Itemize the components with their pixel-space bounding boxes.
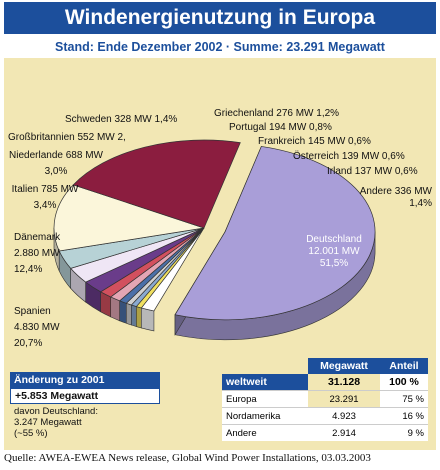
change-box: Änderung zu 2001 +5.853 Megawatt davon D… bbox=[10, 372, 160, 441]
label-irland-percent: 0,6% bbox=[394, 166, 418, 177]
table-header-empty bbox=[222, 358, 308, 374]
label-andere-percent: 1,4% bbox=[409, 198, 432, 209]
label-frankreich-name: Frankreich bbox=[258, 136, 306, 147]
label-frankreich-percent: 0,6% bbox=[348, 136, 371, 147]
label-portugal: Portugal 194 MW 0,8% bbox=[229, 122, 332, 134]
table-cell-mw: 31.128 bbox=[308, 374, 380, 391]
label-daenemark-name: Dänemark bbox=[14, 232, 61, 243]
change-box-value: +5.853 Megawatt bbox=[10, 388, 160, 404]
table-row: Europa 23.291 75 % bbox=[222, 390, 428, 408]
table-cell-region: weltweit bbox=[222, 374, 308, 391]
table-cell-share: 9 % bbox=[380, 424, 428, 441]
label-irland-name: Irland bbox=[327, 166, 353, 177]
change-box-title: Änderung zu 2001 bbox=[10, 372, 160, 388]
label-niederlande-name: Niederlande bbox=[9, 150, 63, 161]
pie-side-portugal bbox=[119, 300, 127, 324]
label-frankreich: Frankreich 145 MW 0,6% bbox=[258, 136, 371, 148]
label-griechenland-value: 276 MW bbox=[276, 108, 314, 119]
label-grossbritannien: Großbritannien 552 MW 2, bbox=[8, 132, 126, 144]
table-row: Nordamerika 4.923 16 % bbox=[222, 407, 428, 425]
label-schweden: Schweden 328 MW 1,4% bbox=[65, 114, 177, 126]
table-cell-region: Europa bbox=[222, 390, 308, 408]
table-header-megawatt: Megawatt bbox=[308, 358, 380, 374]
label-andere: Andere 336 MW 1,4% bbox=[316, 186, 432, 210]
pie-side-irland bbox=[136, 306, 142, 329]
label-andere-name: Andere bbox=[359, 186, 392, 197]
table-cell-region: Nordamerika bbox=[222, 407, 308, 425]
table-cell-region: Andere bbox=[222, 424, 308, 441]
label-deutschland-percent: 51,5% bbox=[319, 258, 349, 269]
label-deutschland: Deutschland 12.001 MW 51,5% bbox=[274, 234, 394, 270]
label-daenemark-percent: 12,4% bbox=[14, 264, 43, 275]
label-grossbritannien-value: 552 MW bbox=[77, 132, 115, 143]
label-deutschland-value: 12.001 MW bbox=[308, 246, 360, 257]
change-box-note: davon Deutschland: 3.247 Megawatt (~55 %… bbox=[10, 404, 160, 441]
pie-side-frankreich bbox=[126, 302, 132, 326]
table-row: Andere 2.914 9 % bbox=[222, 424, 428, 441]
table-cell-share: 16 % bbox=[380, 407, 428, 425]
label-schweden-percent: 1,4% bbox=[154, 114, 178, 125]
table-cell-mw: 2.914 bbox=[308, 424, 380, 441]
pie-slice-spanien bbox=[72, 139, 241, 229]
chart-title: Windenergienutzung in Europa bbox=[4, 2, 436, 34]
world-table: Megawatt Anteil weltweit 31.128 100 % Eu… bbox=[222, 358, 428, 441]
table-cell-share: 75 % bbox=[380, 390, 428, 408]
label-italien: Italien 785 MW 3,4% bbox=[6, 184, 84, 212]
label-deutschland-name: Deutschland bbox=[306, 234, 362, 245]
label-irland-value: 137 MW bbox=[354, 166, 393, 177]
change-note-line1: davon Deutschland: bbox=[14, 406, 98, 417]
label-oesterreich-percent: 0,6% bbox=[381, 151, 405, 162]
change-note-line2: 3.247 Megawatt bbox=[14, 417, 82, 428]
label-italien-value: 785 MW bbox=[41, 184, 79, 195]
label-schweden-value: 328 MW bbox=[114, 114, 152, 125]
table-header-row: Megawatt Anteil bbox=[222, 358, 428, 374]
label-niederlande: Niederlande 688 MW 3,0% bbox=[6, 150, 106, 178]
label-spanien-percent: 20,7% bbox=[14, 338, 43, 349]
pie-side-andere bbox=[141, 307, 155, 332]
table-cell-mw: 23.291 bbox=[308, 390, 380, 408]
table-row-total: weltweit 31.128 100 % bbox=[222, 374, 428, 391]
label-italien-percent: 3,4% bbox=[33, 200, 57, 211]
label-oesterreich-name: Österreich bbox=[293, 151, 340, 162]
pie-slice-dänemark bbox=[53, 184, 205, 252]
pie-side-österreich bbox=[131, 304, 137, 327]
label-portugal-name: Portugal bbox=[229, 122, 267, 133]
label-griechenland: Griechenland 276 MW 1,2% bbox=[214, 108, 339, 120]
label-italien-name: Italien bbox=[11, 184, 39, 195]
pie-chart bbox=[53, 139, 376, 341]
label-schweden-name: Schweden bbox=[65, 114, 112, 125]
label-grossbritannien-name: Großbritannien bbox=[8, 132, 75, 143]
label-griechenland-percent: 1,2% bbox=[316, 108, 340, 119]
label-spanien-name: Spanien bbox=[14, 306, 51, 317]
label-niederlande-percent: 3,0% bbox=[44, 166, 68, 177]
label-spanien-value: 4.830 MW bbox=[14, 322, 60, 333]
label-daenemark: Dänemark 2.880 MW 12,4% bbox=[14, 232, 60, 276]
pie-slice-deutschland bbox=[174, 146, 376, 321]
change-note-line3: (~55 %) bbox=[14, 428, 48, 439]
label-grossbritannien-percent: 2, bbox=[117, 132, 126, 143]
label-frankreich-value: 145 MW bbox=[308, 136, 346, 147]
label-oesterreich: Österreich 139 MW 0,6% bbox=[293, 151, 405, 163]
table-cell-share: 100 % bbox=[380, 374, 428, 391]
chart-subtitle: Stand: Ende Dezember 2002 · Summe: 23.29… bbox=[55, 40, 385, 54]
source-note: Quelle: AWEA-EWEA News release, Global W… bbox=[4, 452, 371, 464]
label-niederlande-value: 688 MW bbox=[65, 150, 103, 161]
table-header-anteil: Anteil bbox=[380, 358, 428, 374]
label-portugal-percent: 0,8% bbox=[309, 122, 332, 133]
label-griechenland-name: Griechenland bbox=[214, 108, 274, 119]
label-oesterreich-value: 139 MW bbox=[341, 151, 380, 162]
label-daenemark-value: 2.880 MW bbox=[14, 248, 60, 259]
label-irland: Irland 137 MW 0,6% bbox=[327, 166, 418, 178]
label-spanien: Spanien 4.830 MW 20,7% bbox=[14, 306, 60, 350]
label-andere-value: 336 MW bbox=[394, 186, 432, 197]
table-cell-mw: 4.923 bbox=[308, 407, 380, 425]
label-portugal-value: 194 MW bbox=[269, 122, 307, 133]
